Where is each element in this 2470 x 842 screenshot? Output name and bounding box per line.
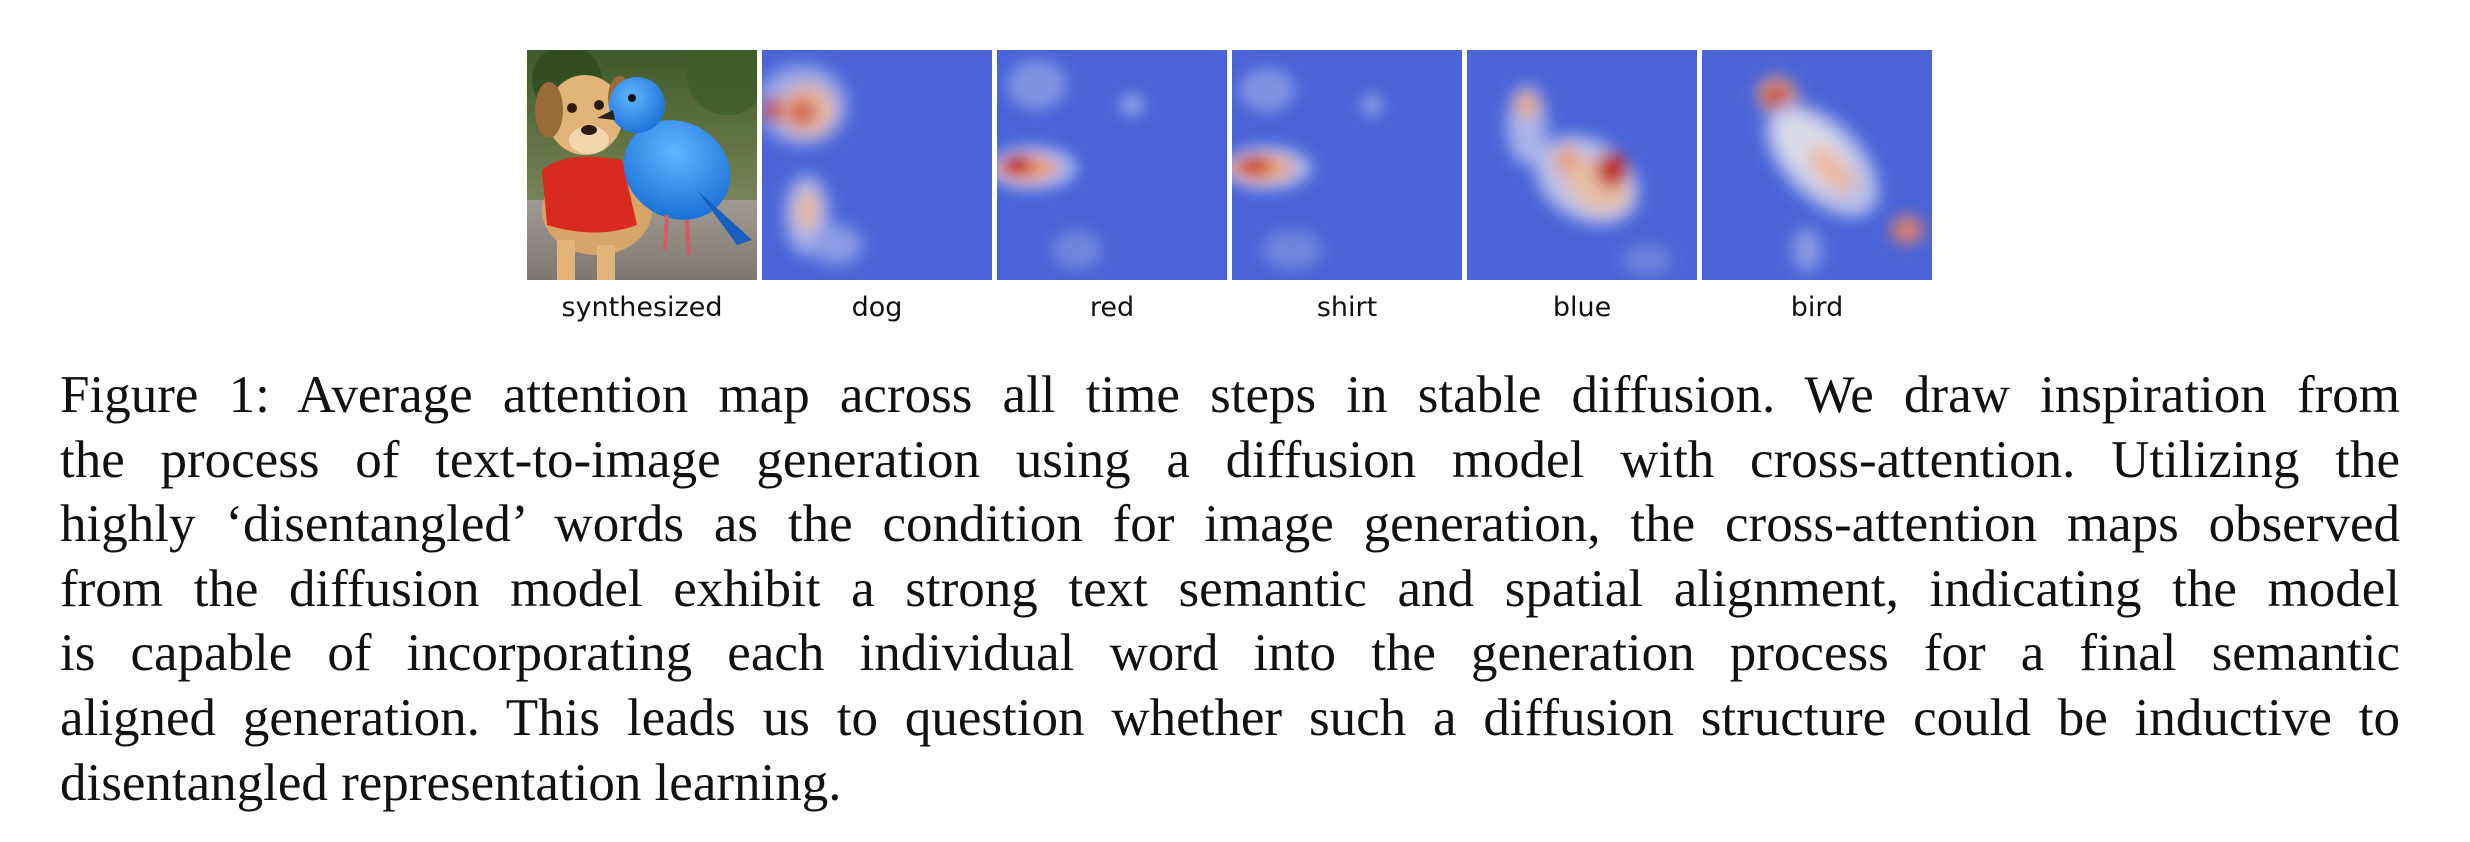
caption-line: highly ‘disentangled’ words as the condi… xyxy=(60,495,2400,554)
panel-label: dog xyxy=(851,292,903,323)
caption-line: Figure 1: Average attention map across a… xyxy=(60,366,2400,424)
dog-attention-map xyxy=(762,50,992,280)
panel-label: synthesized xyxy=(561,292,723,323)
dog-and-bird-illustration xyxy=(527,50,757,280)
figure-caption: Figure 1: Average attention map across a… xyxy=(60,363,2400,815)
caption-line: disentangled representation learning. xyxy=(60,753,842,812)
blue-attention-map xyxy=(1467,50,1697,280)
panel-bird: bird xyxy=(1702,50,1932,321)
attention-figure: synthesized dog xyxy=(527,50,1932,332)
panel-red: red xyxy=(997,50,1227,321)
panel-shirt: shirt xyxy=(1232,50,1462,321)
panel-label: blue xyxy=(1552,292,1612,323)
caption-line: the process of text-to-image generation … xyxy=(60,430,2400,489)
panel-synthesized: synthesized xyxy=(527,50,757,321)
panel-label: red xyxy=(1089,292,1135,323)
caption-line: aligned generation. This leads us to que… xyxy=(60,688,2400,747)
panel-label: shirt xyxy=(1316,292,1378,323)
shirt-attention-map xyxy=(1232,50,1462,280)
panel-dog: dog xyxy=(762,50,992,321)
bird-attention-map xyxy=(1702,50,1932,280)
synthesized-image xyxy=(527,50,757,280)
caption-line: is capable of incorporating each individ… xyxy=(60,624,2400,683)
caption-line: from the diffusion model exhibit a stron… xyxy=(60,559,2400,618)
red-attention-map xyxy=(997,50,1227,280)
panel-blue: blue xyxy=(1467,50,1697,321)
panel-label: bird xyxy=(1790,292,1844,323)
